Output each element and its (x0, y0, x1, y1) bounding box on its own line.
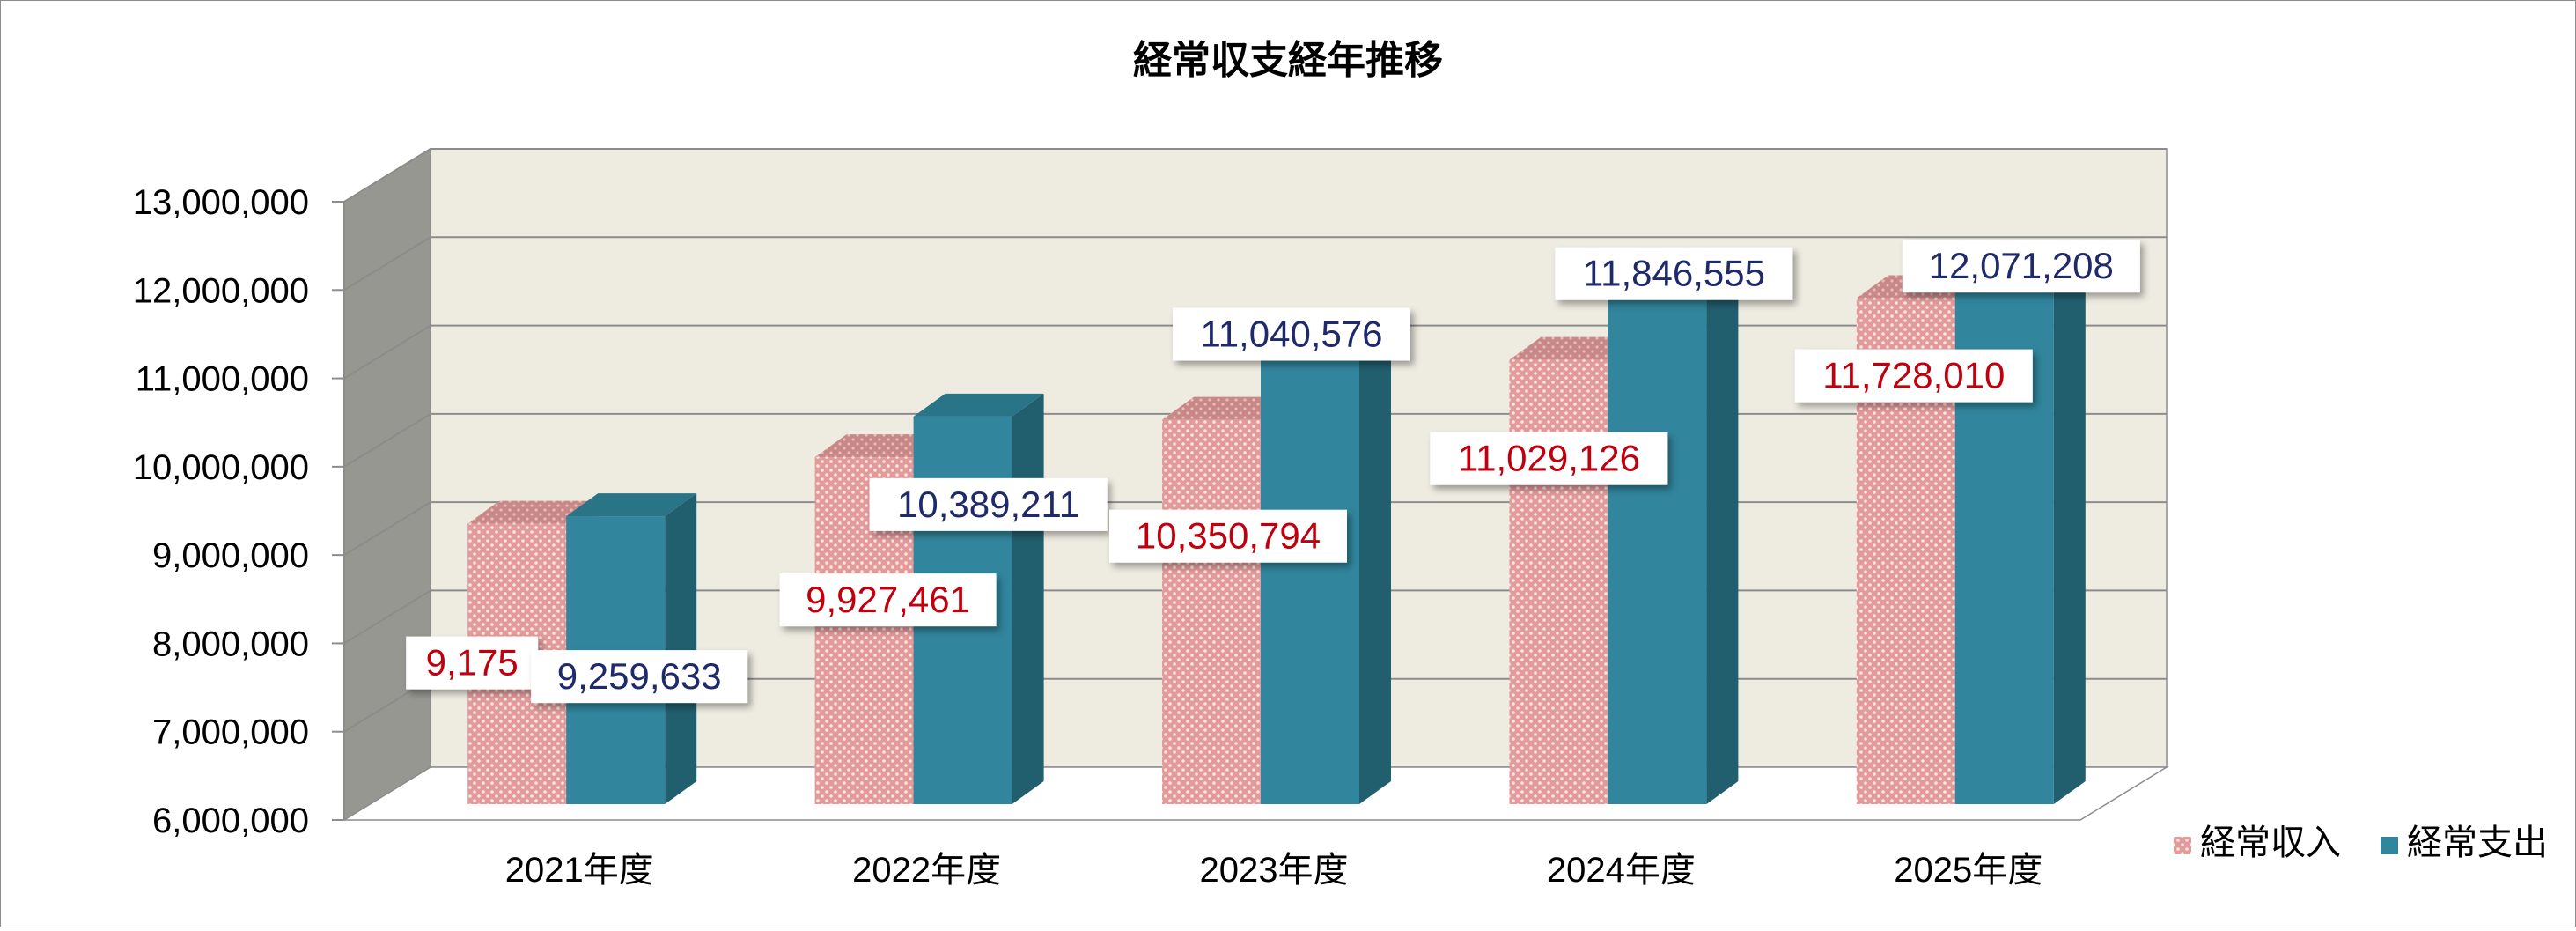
bar-front (1261, 358, 1359, 804)
x-tick-label: 2023年度 (1200, 851, 1349, 890)
bar-side (1706, 264, 1739, 804)
data-label-box (1430, 432, 1668, 485)
y-tick-label: 9,000,000 (152, 536, 309, 575)
x-tick-label: 2022年度 (852, 851, 1001, 890)
data-label-text: 9,175 (426, 642, 519, 683)
bar-side (1359, 336, 1391, 805)
y-tick-label: 8,000,000 (152, 624, 309, 663)
data-label-box (406, 636, 539, 690)
data-label-text: 11,846,555 (1583, 253, 1765, 294)
data-label-box (1794, 349, 2033, 403)
bar-side (1012, 393, 1044, 804)
bar-expense (1261, 336, 1391, 805)
bar-front (1608, 287, 1707, 804)
legend-swatch (2174, 837, 2191, 854)
data-label-box (531, 650, 748, 704)
bar-expense (566, 493, 697, 804)
bar-side (2053, 245, 2086, 805)
data-label-box (1902, 240, 2140, 293)
data-label-expense: 12,071,208 (1902, 240, 2140, 293)
data-label-text: 9,259,633 (557, 655, 722, 697)
bar-expense (1954, 245, 2086, 805)
x-axis: 2021年度 2022年度 2023年度 2024年度 2025年度 (505, 851, 2043, 890)
y-tick-label: 6,000,000 (152, 802, 309, 840)
data-label-expense: 10,389,211 (869, 477, 1108, 531)
data-label-box (869, 477, 1108, 531)
gridline-side (343, 324, 431, 380)
bar-top (814, 434, 946, 458)
y-tick-label: 11,000,000 (136, 360, 309, 399)
data-label-income: 10,350,794 (1109, 509, 1347, 563)
data-label-text: 10,350,794 (1136, 515, 1321, 557)
data-label-expense: 11,040,576 (1173, 307, 1410, 361)
side-wall (343, 147, 431, 822)
legend-label: 経常支出 (2407, 824, 2548, 862)
legend-label: 経常収入 (2200, 824, 2341, 862)
bar-front (1954, 268, 2054, 805)
data-label-expense: 9,259,633 (531, 650, 748, 704)
x-tick-label: 2021年度 (505, 851, 654, 890)
bar-top (566, 493, 697, 517)
bar-top (913, 393, 1044, 417)
gridline-side (343, 148, 431, 203)
gridline-side (343, 501, 431, 556)
data-label-income: 9,175 (406, 636, 539, 690)
gridline-side (343, 236, 431, 292)
data-label-text: 9,927,461 (806, 579, 970, 620)
data-label-box (779, 573, 997, 627)
x-tick-label: 2024年度 (1547, 851, 1696, 890)
data-labels: 9,175 9,259,633 9,927,461 10,389,211 10,350,… (406, 240, 2140, 704)
y-tick-label: 10,000,000 (133, 448, 309, 487)
bar-side (665, 493, 697, 804)
y-tick-label: 7,000,000 (152, 713, 309, 752)
bar-front (1509, 359, 1608, 804)
legend: 経常収入 経常支出 (2174, 824, 2548, 862)
bar-front (1162, 419, 1261, 804)
y-axis: 6,000,000 7,000,000 8,000,000 9,000,000 10,0… (133, 183, 345, 840)
chart-title: 経常収支経年推移 (1133, 39, 1443, 82)
bar-expense (1608, 264, 1739, 804)
gridline-side (343, 589, 431, 645)
legend-item-income: 経常収入 (2174, 824, 2341, 862)
data-label-income: 11,728,010 (1794, 349, 2033, 403)
data-label-expense: 11,846,555 (1555, 247, 1793, 300)
x-tick-label: 2025年度 (1894, 851, 2042, 890)
data-label-text: 11,728,010 (1822, 355, 2005, 396)
legend-swatch (2381, 837, 2398, 854)
legend-item-expense: 経常支出 (2381, 824, 2548, 862)
y-tick-label: 13,000,000 (133, 183, 309, 222)
data-label-text: 12,071,208 (1929, 245, 2114, 286)
bar-top (1162, 396, 1292, 420)
data-label-text: 11,029,126 (1458, 438, 1640, 479)
y-tick-label: 12,000,000 (133, 271, 309, 310)
data-label-box (1173, 307, 1410, 361)
data-label-text: 10,389,211 (897, 484, 1079, 525)
data-label-income: 11,029,126 (1430, 432, 1668, 485)
gridline-side (343, 413, 431, 468)
data-label-box (1109, 509, 1347, 563)
data-label-text: 11,040,576 (1200, 314, 1382, 355)
bar-top (1509, 336, 1640, 360)
data-label-box (1555, 247, 1793, 300)
bar-top (467, 500, 599, 524)
data-label-income: 9,927,461 (779, 573, 997, 627)
